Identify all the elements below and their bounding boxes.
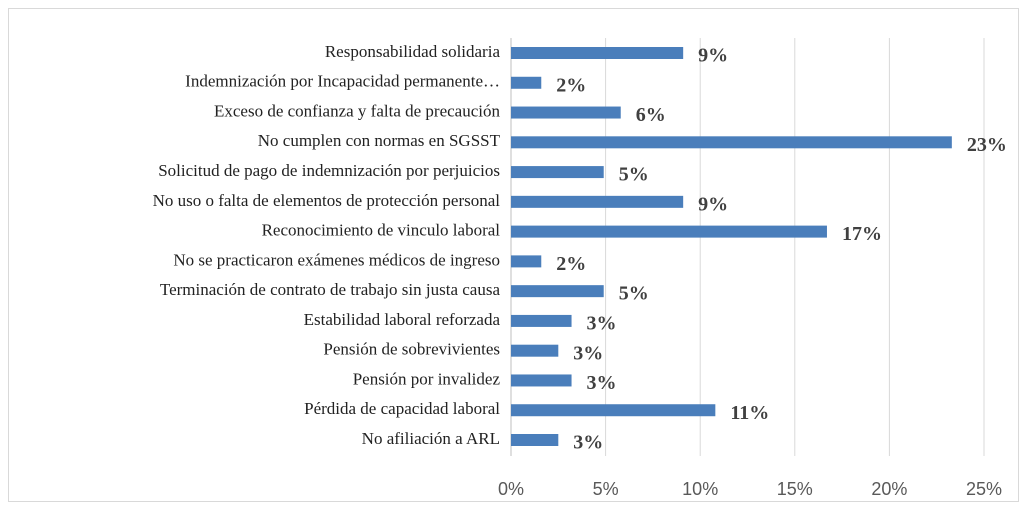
y-tick-label: No se practicaron exámenes médicos de in… [173,250,500,269]
x-tick-label: 0% [498,479,524,499]
y-tick-label: Pérdida de capacidad laboral [304,399,500,418]
data-label: 23% [967,134,1007,156]
x-tick-label: 10% [682,479,718,499]
bar [511,136,952,149]
data-label: 3% [587,372,617,394]
y-tick-label: Exceso de confianza y falta de precaució… [214,101,501,120]
data-label: 3% [587,313,617,335]
y-tick-label: Solicitud de pago de indemnización por p… [158,161,500,180]
bar [511,106,621,119]
bar [511,255,542,268]
data-label: 3% [573,432,603,454]
y-tick-label: Responsabilidad solidaria [325,42,501,61]
y-tick-label: Estabilidad laboral reforzada [304,310,501,329]
y-tick-label: Reconocimiento de vinculo laboral [262,221,501,240]
bar [511,166,604,179]
x-tick-label: 25% [966,479,1002,499]
y-tick-label: No afiliación a ARL [362,429,500,448]
x-tick-label: 20% [871,479,907,499]
y-tick-label: No uso o falta de elementos de protecció… [153,191,501,210]
bar [511,374,572,387]
bar [511,225,827,238]
data-label: 11% [730,402,769,424]
x-tick-label: 15% [777,479,813,499]
x-tick-label: 5% [593,479,619,499]
data-label: 17% [842,223,882,245]
y-tick-label: Terminación de contrato de trabajo sin j… [160,280,501,299]
data-label: 2% [556,253,586,275]
bar [511,76,542,89]
bar [511,285,604,298]
y-tick-label: Pensión de sobrevivientes [323,340,500,359]
bar [511,404,716,417]
data-label: 5% [619,164,649,186]
y-tick-label: No cumplen con normas en SGSST [258,131,501,150]
chart-frame [8,8,1019,502]
bar [511,47,684,59]
data-label: 6% [636,104,666,126]
data-label: 5% [619,283,649,305]
bar [511,344,559,357]
y-tick-label: Indemnización por Incapacidad permanente… [185,72,500,91]
data-label: 9% [698,193,728,215]
data-label: 2% [556,74,586,96]
bar [511,314,572,327]
bar [511,434,559,446]
bar [511,195,684,208]
y-tick-label: Pensión por invalidez [353,369,501,388]
data-label: 3% [573,342,603,364]
data-label: 9% [698,45,728,67]
